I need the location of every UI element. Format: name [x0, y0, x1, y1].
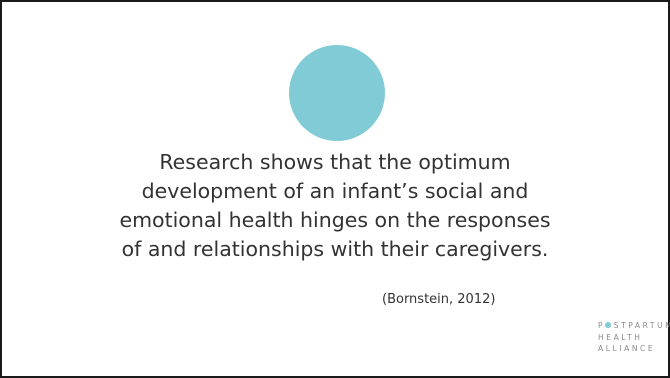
quote-line-1: Research shows that the optimum: [159, 150, 511, 174]
logo-dot-icon: [605, 322, 612, 328]
quote-text: Research shows that the optimum developm…: [42, 148, 628, 264]
logo-line-2: HEALTH: [598, 332, 643, 342]
logo-line-1-text: STPARTUM: [613, 321, 670, 330]
quote-line-3: emotional health hinges on the responses: [119, 208, 551, 232]
citation: (Bornstein, 2012): [382, 292, 496, 307]
decorative-circle: [289, 45, 385, 141]
postpartum-health-alliance-logo: P STPARTUM HEALTH ALLIANCE: [598, 320, 670, 355]
logo-line-1: P STPARTUM: [598, 320, 670, 332]
logo-line-3: ALLIANCE: [598, 344, 656, 353]
quote-line-4: of and relationships with their caregive…: [121, 237, 549, 261]
quote-line-2: development of an infant’s social and: [141, 179, 529, 203]
